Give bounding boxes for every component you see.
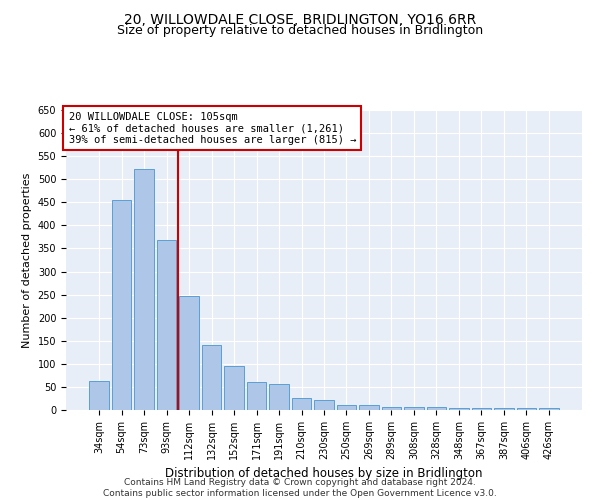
Bar [179,296,199,410]
Bar [337,406,356,410]
Bar [449,408,469,410]
Bar [359,405,379,410]
Bar [89,382,109,410]
Bar [292,398,311,410]
Text: 20 WILLOWDALE CLOSE: 105sqm
← 61% of detached houses are smaller (1,261)
39% of : 20 WILLOWDALE CLOSE: 105sqm ← 61% of det… [68,112,356,144]
Bar [404,407,424,410]
Y-axis label: Number of detached properties: Number of detached properties [22,172,32,348]
Bar [269,384,289,410]
Bar [112,200,131,410]
Bar [134,169,154,410]
Bar [494,408,514,410]
Bar [517,408,536,410]
Bar [224,366,244,410]
Text: Contains HM Land Registry data © Crown copyright and database right 2024.
Contai: Contains HM Land Registry data © Crown c… [103,478,497,498]
Text: 20, WILLOWDALE CLOSE, BRIDLINGTON, YO16 6RR: 20, WILLOWDALE CLOSE, BRIDLINGTON, YO16 … [124,12,476,26]
Bar [314,400,334,410]
Bar [427,407,446,410]
Text: Size of property relative to detached houses in Bridlington: Size of property relative to detached ho… [117,24,483,37]
Bar [247,382,266,410]
Bar [202,346,221,410]
Bar [382,407,401,410]
Bar [539,408,559,410]
X-axis label: Distribution of detached houses by size in Bridlington: Distribution of detached houses by size … [165,468,483,480]
Bar [157,240,176,410]
Bar [472,408,491,410]
